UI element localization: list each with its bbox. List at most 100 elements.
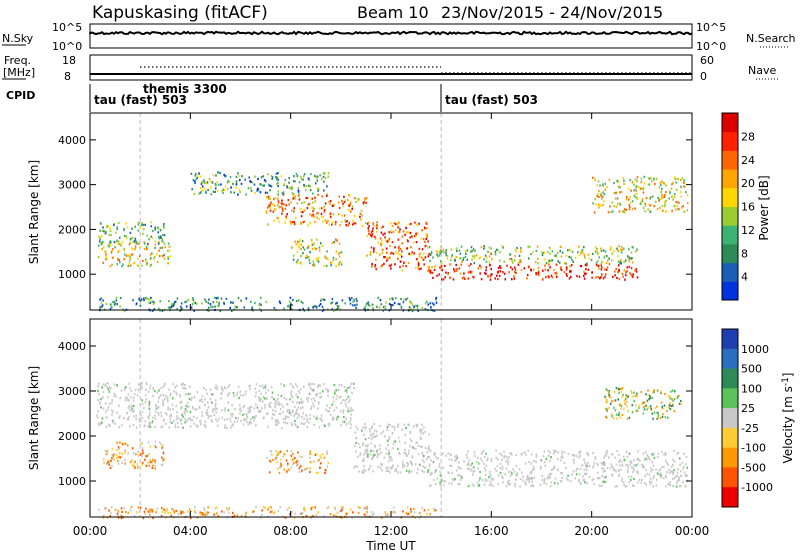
power-cell <box>326 221 328 224</box>
power-cell <box>191 188 193 191</box>
velocity-cell <box>309 470 311 474</box>
power-cell <box>284 221 287 224</box>
velocity-cell <box>193 415 195 418</box>
velocity-cell <box>676 471 679 474</box>
power-cell <box>628 265 631 268</box>
velocity-cell <box>315 513 318 517</box>
power-cell <box>374 235 376 238</box>
power-cell <box>598 267 600 270</box>
power-cell <box>458 257 461 260</box>
velocity-cell <box>327 390 329 393</box>
velocity-cell <box>204 420 206 423</box>
power-cell <box>322 298 325 301</box>
power-cell <box>374 263 377 267</box>
velocity-cell <box>642 401 645 404</box>
power-cell <box>220 297 223 300</box>
power-cell <box>229 175 232 179</box>
velocity-cell <box>625 450 628 453</box>
velocity-cell <box>97 389 99 393</box>
velocity-cell <box>673 397 676 401</box>
velocity-cell <box>411 456 414 459</box>
velocity-cell <box>195 511 197 514</box>
velocity-cell <box>435 469 437 472</box>
power-cell <box>376 252 378 255</box>
velocity-cell <box>342 409 345 412</box>
velocity-cell <box>264 506 266 509</box>
velocity-cell <box>137 466 139 469</box>
velocity-cell <box>352 409 354 412</box>
velocity-cell <box>384 512 387 515</box>
velocity-cell <box>578 452 581 455</box>
velocity-cell <box>211 393 213 396</box>
power-cell <box>288 300 291 303</box>
power-cell <box>105 231 107 234</box>
velocity-cell <box>573 461 575 464</box>
velocity-cell <box>661 415 664 418</box>
velocity-cell <box>107 406 110 409</box>
power-cell <box>350 210 352 213</box>
velocity-cell <box>228 507 231 510</box>
power-cell <box>651 180 653 183</box>
velocity-cell <box>414 516 416 519</box>
velocity-cell <box>418 516 421 519</box>
velocity-cell <box>111 464 113 468</box>
velocity-cell <box>378 453 380 456</box>
velocity-cell <box>303 417 305 420</box>
power-cell <box>625 195 628 199</box>
velocity-cell <box>152 517 154 520</box>
velocity-cell <box>417 453 420 456</box>
velocity-cell <box>355 450 357 453</box>
power-cell <box>300 222 302 225</box>
velocity-cell <box>260 407 263 410</box>
velocity-cell <box>471 462 473 465</box>
velocity-cell <box>618 404 621 407</box>
power-cell <box>478 257 480 260</box>
velocity-cell <box>391 465 394 468</box>
power-cell <box>256 187 259 190</box>
velocity-cell <box>390 467 393 470</box>
velocity-cell <box>682 467 684 470</box>
velocity-cell <box>377 453 379 456</box>
velocity-cell <box>670 405 673 408</box>
velocity-cell <box>678 457 681 460</box>
velocity-cell <box>143 425 146 428</box>
power-cell <box>336 308 338 311</box>
power-cell <box>632 207 634 211</box>
velocity-cell <box>624 398 627 401</box>
power-cell <box>635 192 637 195</box>
velocity-cell <box>557 451 560 454</box>
power-cell <box>336 301 338 305</box>
velocity-cell <box>286 409 289 412</box>
velocity-cell <box>623 399 626 402</box>
power-cell <box>318 207 321 210</box>
power-cell <box>634 186 637 189</box>
power-cell <box>100 235 103 238</box>
velocity-cell <box>255 424 257 427</box>
velocity-cell <box>361 460 364 463</box>
velocity-cell <box>676 452 678 455</box>
power-cell <box>343 201 346 204</box>
power-cell <box>331 301 333 304</box>
power-cell <box>161 238 164 241</box>
power-cell <box>312 209 314 213</box>
velocity-cell <box>672 472 674 476</box>
velocity-cell <box>497 482 500 486</box>
power-cell <box>116 239 118 242</box>
power-cell <box>648 177 650 180</box>
velocity-cell <box>406 464 409 467</box>
power-cell <box>355 200 357 204</box>
velocity-cell <box>458 467 460 470</box>
velocity-cell <box>203 509 206 512</box>
power-cell <box>402 230 405 233</box>
power-cell <box>318 304 321 307</box>
power-cell <box>623 211 626 214</box>
velocity-cell <box>460 475 462 478</box>
velocity-cell <box>467 450 469 453</box>
power-cell <box>557 260 559 263</box>
power-cell <box>445 251 447 254</box>
velocity-cell <box>244 392 247 396</box>
velocity-cell <box>594 456 597 459</box>
power-cell <box>633 183 635 186</box>
velocity-cell <box>268 403 270 406</box>
